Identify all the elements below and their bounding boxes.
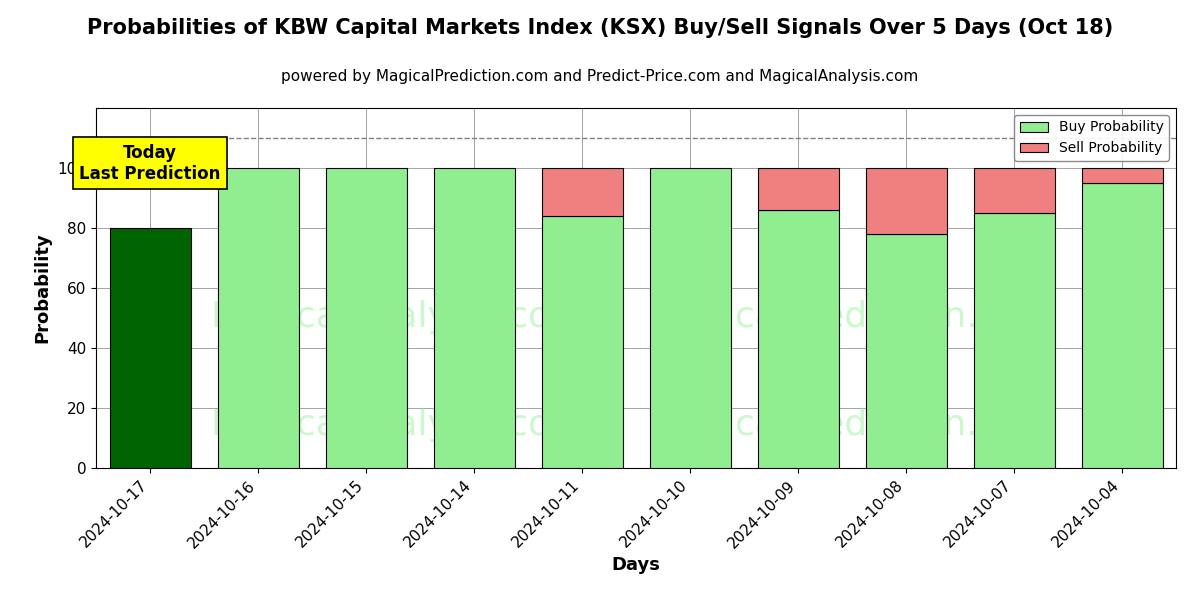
Bar [217, 168, 299, 468]
Bar [109, 228, 191, 468]
Bar [433, 168, 515, 468]
Text: MagicalAnalysis.com: MagicalAnalysis.com [211, 408, 586, 442]
Bar [757, 168, 839, 210]
Bar [649, 168, 731, 468]
Legend: Buy Probability, Sell Probability: Buy Probability, Sell Probability [1014, 115, 1169, 161]
Bar [865, 234, 947, 468]
Bar [1081, 183, 1163, 468]
Bar [865, 168, 947, 234]
Text: MagicalPrediction.com: MagicalPrediction.com [649, 408, 1055, 442]
Y-axis label: Probability: Probability [34, 233, 52, 343]
Bar [325, 168, 407, 468]
Bar [1081, 168, 1163, 183]
Text: MagicalPrediction.com: MagicalPrediction.com [649, 300, 1055, 334]
Text: MagicalAnalysis.com: MagicalAnalysis.com [211, 300, 586, 334]
Bar [541, 168, 623, 216]
X-axis label: Days: Days [612, 556, 660, 574]
Bar [973, 168, 1055, 213]
Text: powered by MagicalPrediction.com and Predict-Price.com and MagicalAnalysis.com: powered by MagicalPrediction.com and Pre… [281, 69, 919, 84]
Bar [757, 210, 839, 468]
Bar [973, 213, 1055, 468]
Text: Today
Last Prediction: Today Last Prediction [79, 144, 221, 183]
Bar [541, 216, 623, 468]
Text: Probabilities of KBW Capital Markets Index (KSX) Buy/Sell Signals Over 5 Days (O: Probabilities of KBW Capital Markets Ind… [86, 18, 1114, 38]
